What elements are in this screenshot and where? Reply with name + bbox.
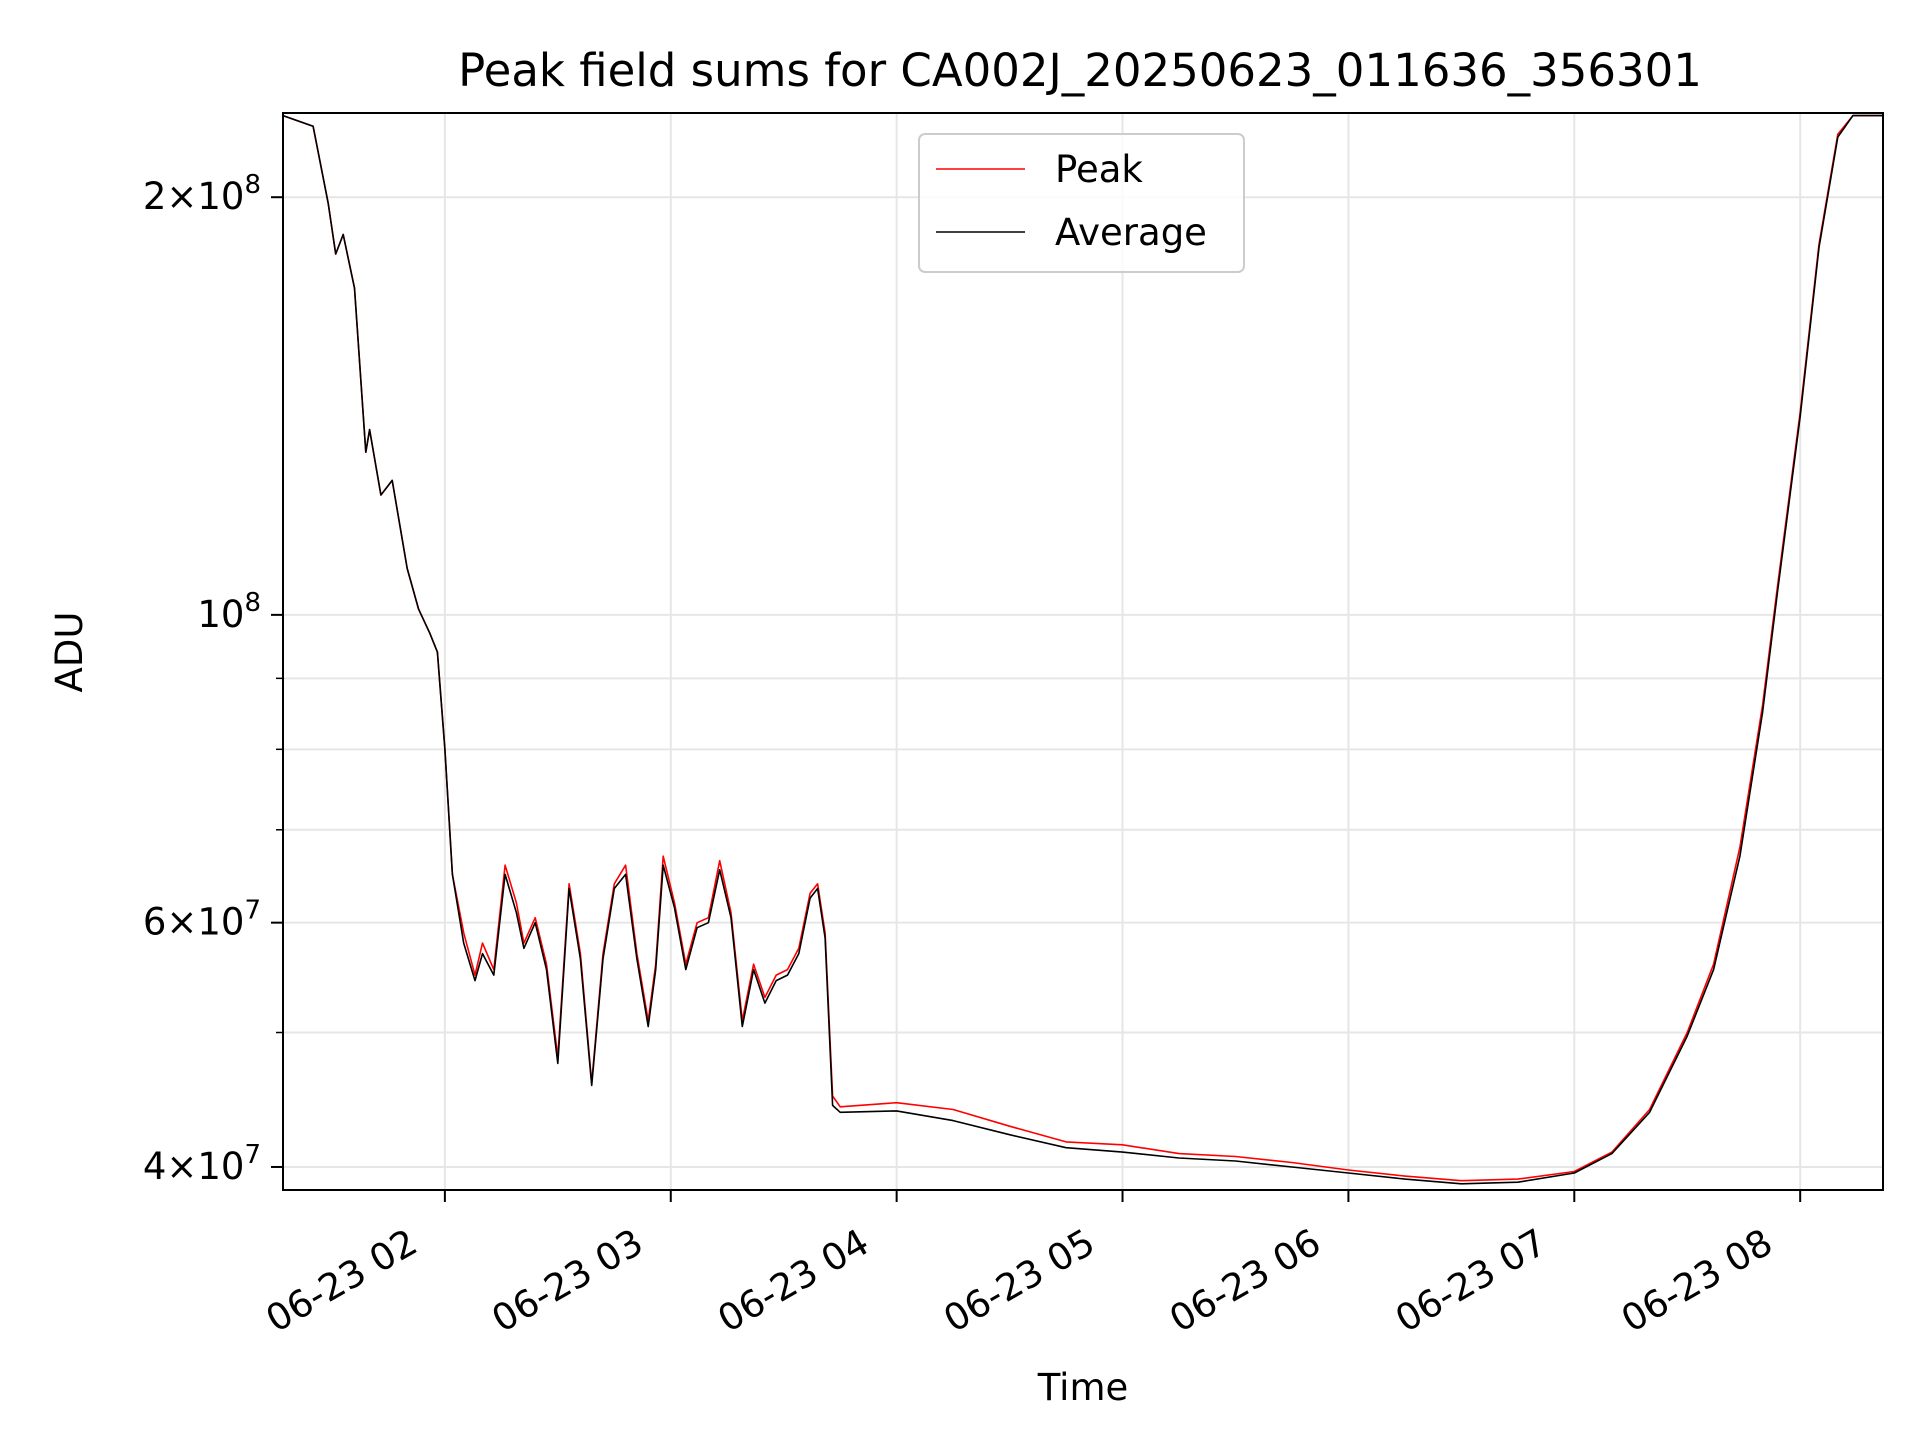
y-tick-label: 2×108 [143,170,261,218]
y-tick-exponent: 8 [244,170,261,200]
series-average-line [282,114,1883,1185]
legend-peak-label: Peak [1055,148,1143,191]
series-lines [282,114,1883,1185]
legend-average-label: Average [1055,211,1207,254]
legend: Peak Average [918,133,1245,273]
x-axis-label: Time [1037,1366,1129,1409]
chart-title: Peak field sums for CA002J_20250623_0116… [458,44,1702,97]
y-tick-exponent: 8 [244,588,261,618]
y-tick-label: 4×107 [143,1140,261,1188]
y-tick-exponent: 7 [244,896,261,926]
y-axis-label: ADU [48,612,91,693]
y-tick-label: 6×107 [143,896,261,944]
plot-frame [282,112,1884,1191]
y-tick-exponent: 7 [244,1140,261,1170]
